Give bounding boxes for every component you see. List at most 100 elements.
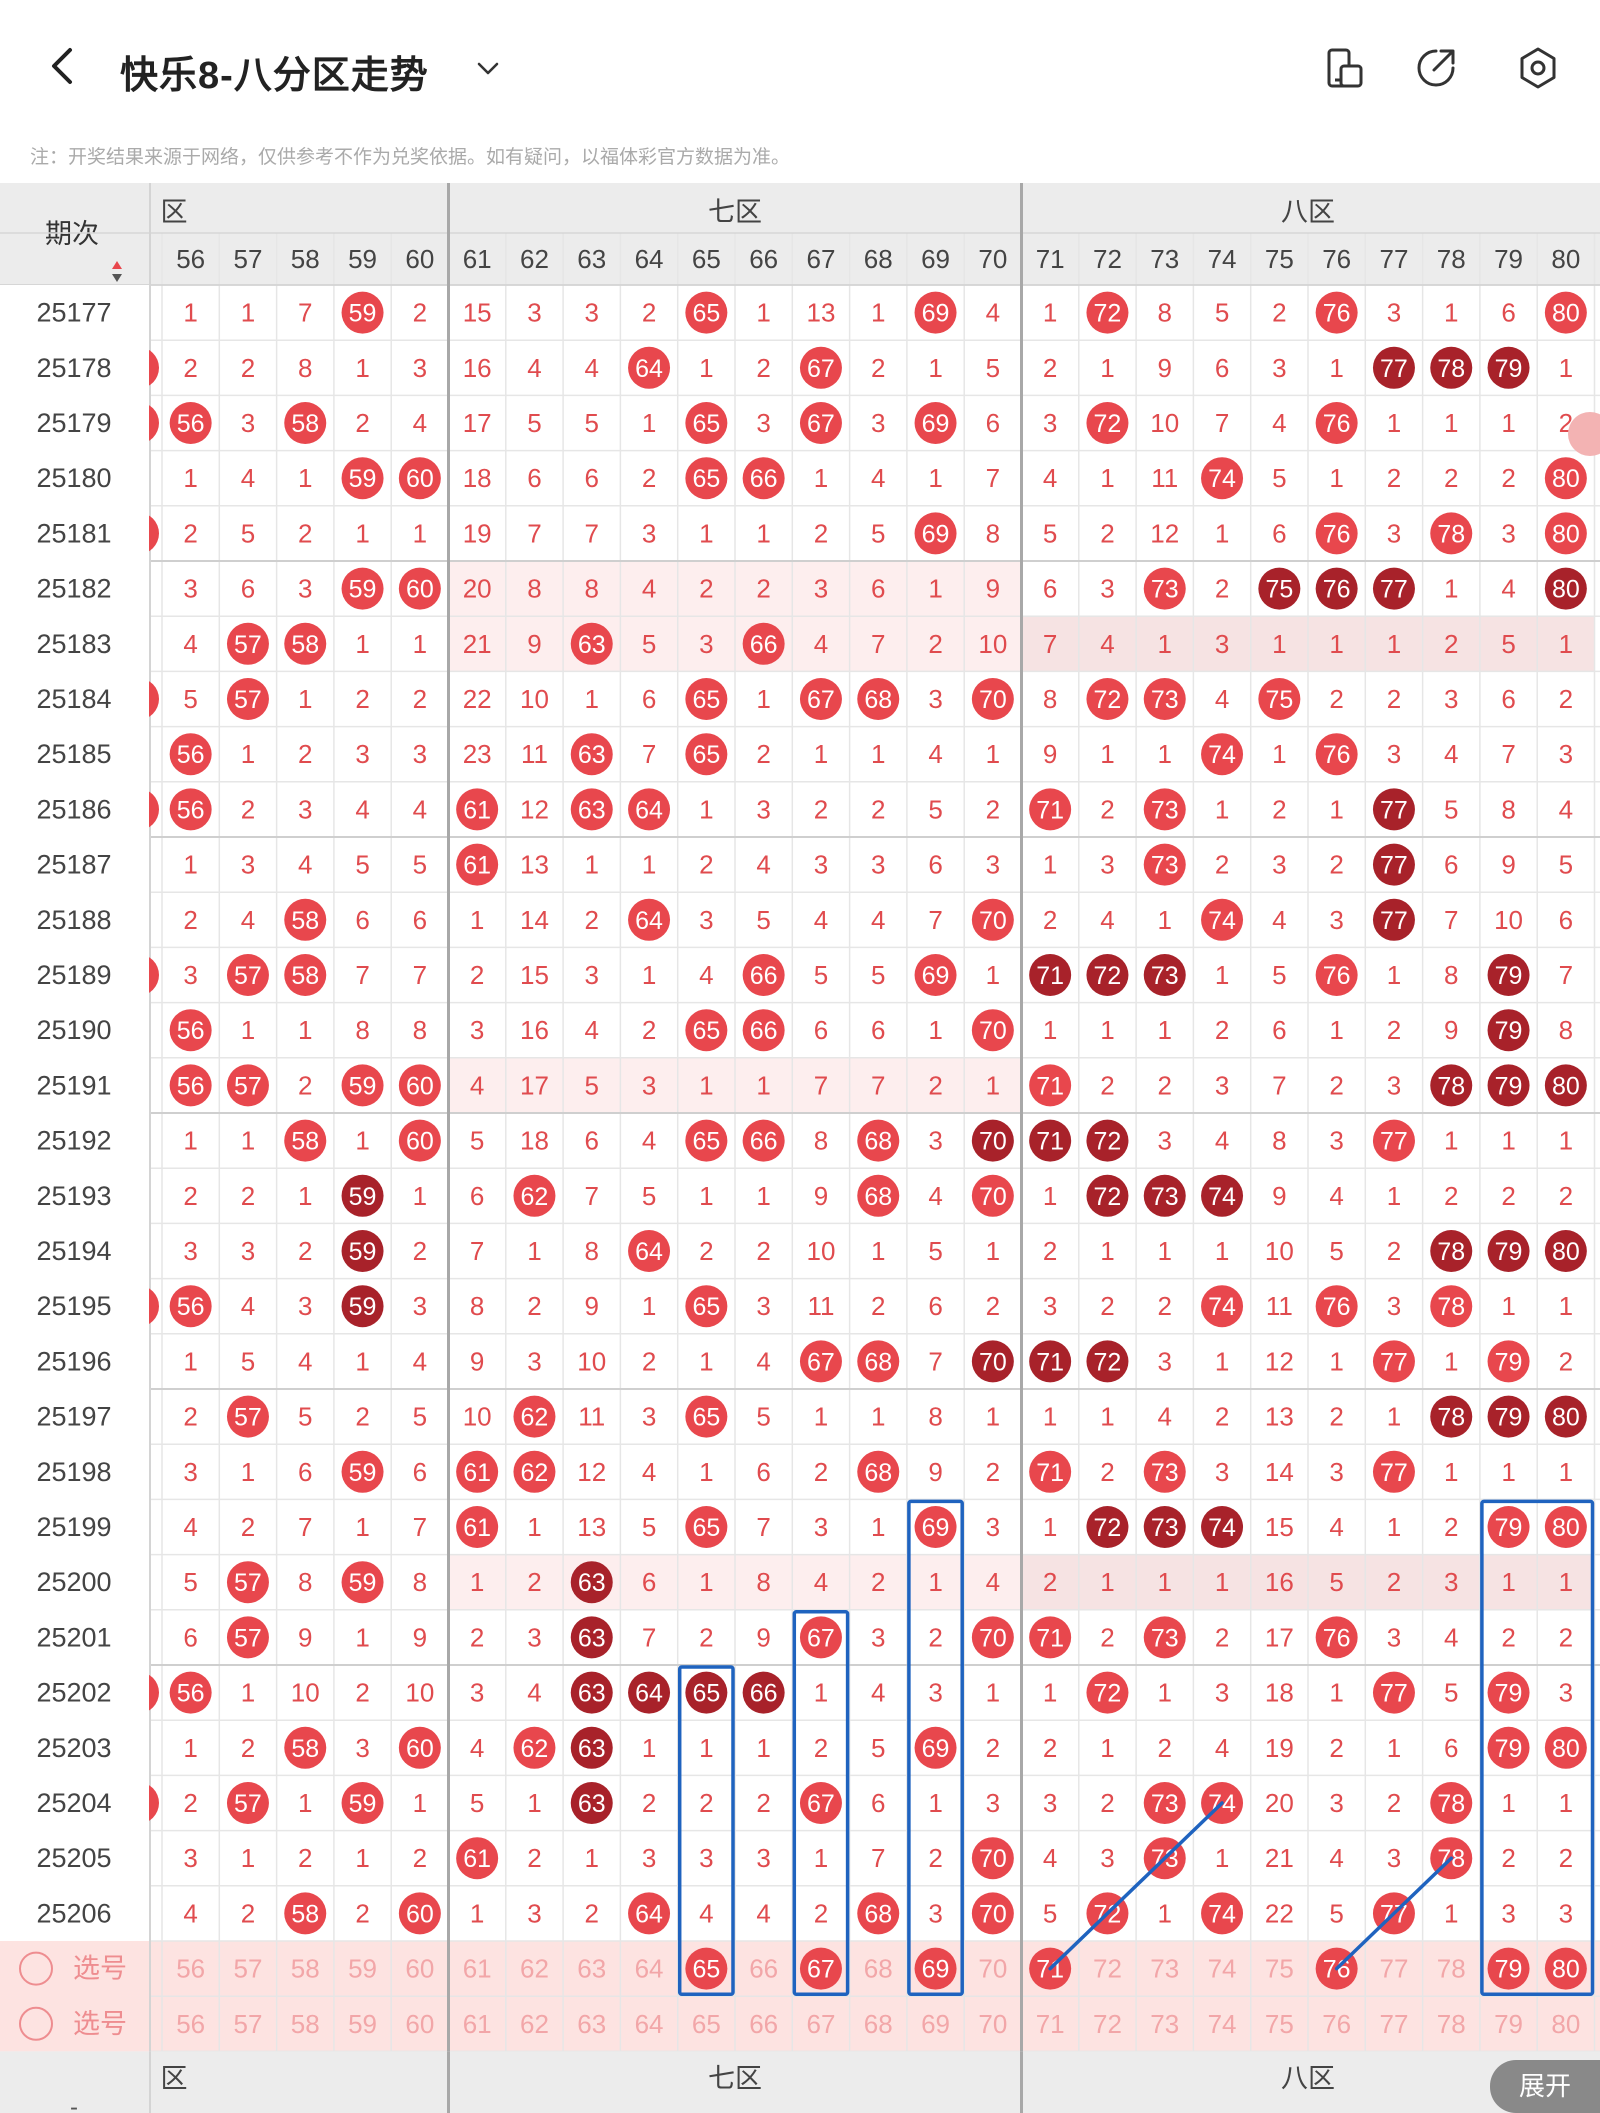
ball-63: [570, 733, 613, 776]
miss-count: 5: [470, 1126, 484, 1156]
select-number-62[interactable]: 62: [520, 1954, 549, 1984]
select-number-64[interactable]: 64: [635, 1954, 664, 1984]
miss-count: 2: [986, 1291, 1000, 1321]
select-number-77[interactable]: 77: [1379, 2009, 1408, 2039]
miss-count: 2: [1387, 1788, 1401, 1818]
miss-count: 9: [986, 574, 1000, 604]
select-number-57[interactable]: 57: [233, 2009, 262, 2039]
selected-ball-65[interactable]: [685, 1947, 728, 1990]
select-number-72[interactable]: 72: [1093, 1954, 1122, 1984]
select-number-66[interactable]: 66: [749, 1954, 778, 1984]
select-number-80[interactable]: 80: [1551, 2009, 1580, 2039]
share-icon[interactable]: [1412, 44, 1460, 92]
miss-count: 5: [298, 1402, 312, 1432]
miss-count: 2: [699, 1236, 713, 1266]
select-number-78[interactable]: 78: [1437, 1954, 1466, 1984]
ball-number: 70: [979, 1845, 1007, 1873]
select-number-63[interactable]: 63: [577, 1954, 606, 1984]
miss-count: 2: [1387, 1015, 1401, 1045]
select-radio[interactable]: [19, 1951, 53, 1986]
selected-ball-number[interactable]: 80: [1552, 1956, 1580, 1984]
selected-ball-80[interactable]: [1544, 1947, 1587, 1990]
ball-79: [1487, 1009, 1530, 1052]
select-number-61[interactable]: 61: [463, 2009, 492, 2039]
select-row-label[interactable]: 选号: [73, 2009, 127, 2039]
select-number-56[interactable]: 56: [176, 2009, 205, 2039]
chevron-down-icon[interactable]: [474, 54, 502, 82]
select-number-70[interactable]: 70: [978, 2009, 1007, 2039]
select-number-60[interactable]: 60: [405, 2009, 434, 2039]
select-number-56[interactable]: 56: [176, 1954, 205, 1984]
column-number-66: 66: [749, 244, 778, 274]
column-number-63: 63: [577, 244, 606, 274]
miss-count: 4: [355, 794, 369, 824]
select-number-74[interactable]: 74: [1208, 2009, 1237, 2039]
select-number-64[interactable]: 64: [635, 2009, 664, 2039]
select-number-76[interactable]: 76: [1322, 2009, 1351, 2039]
selected-ball-number[interactable]: 69: [922, 1956, 950, 1984]
ball-62: [513, 1395, 556, 1438]
select-number-59[interactable]: 59: [348, 1954, 377, 1984]
select-number-68[interactable]: 68: [864, 2009, 893, 2039]
select-number-67[interactable]: 67: [806, 2009, 835, 2039]
rotate-screen-icon[interactable]: [1320, 44, 1368, 92]
miss-count: 3: [642, 1843, 656, 1873]
ball-number: 65: [692, 741, 720, 769]
select-number-60[interactable]: 60: [405, 1954, 434, 1984]
floating-assist-badge[interactable]: [1568, 412, 1600, 456]
ball-number: 69: [922, 1514, 950, 1542]
select-number-79[interactable]: 79: [1494, 2009, 1523, 2039]
ball-number: 73: [1151, 1459, 1179, 1487]
ball-72: [1086, 954, 1129, 996]
miss-count: 2: [1272, 298, 1286, 328]
expand-button[interactable]: 展开: [1490, 2060, 1600, 2113]
select-number-71[interactable]: 71: [1036, 2009, 1065, 2039]
settings-icon[interactable]: [1514, 44, 1562, 92]
select-number-77[interactable]: 77: [1379, 1954, 1408, 1984]
select-number-78[interactable]: 78: [1437, 2009, 1466, 2039]
miss-count: 1: [699, 518, 713, 548]
miss-count: 2: [1559, 1346, 1573, 1376]
select-number-73[interactable]: 73: [1150, 2009, 1179, 2039]
selected-ball-67[interactable]: [799, 1947, 842, 1990]
miss-count: 3: [1158, 1126, 1172, 1156]
miss-count: 2: [355, 1678, 369, 1708]
ball-number: 63: [578, 631, 606, 659]
select-number-63[interactable]: 63: [577, 2009, 606, 2039]
select-number-66[interactable]: 66: [749, 2009, 778, 2039]
select-number-61[interactable]: 61: [463, 1954, 492, 1984]
miss-count: 1: [413, 1181, 427, 1211]
select-number-68[interactable]: 68: [864, 1954, 893, 1984]
select-number-70[interactable]: 70: [978, 1954, 1007, 1984]
ball-number: 76: [1323, 520, 1351, 548]
select-number-58[interactable]: 58: [291, 2009, 320, 2039]
ball-73: [1143, 843, 1186, 886]
select-radio[interactable]: [19, 2006, 53, 2041]
select-number-75[interactable]: 75: [1265, 1954, 1294, 1984]
ball-number: 60: [406, 1072, 434, 1100]
selected-ball-69[interactable]: [914, 1947, 957, 1990]
select-number-62[interactable]: 62: [520, 2009, 549, 2039]
selected-ball-number[interactable]: 65: [692, 1956, 720, 1984]
back-arrow-icon[interactable]: [40, 42, 88, 90]
select-number-57[interactable]: 57: [233, 1954, 262, 1984]
select-number-58[interactable]: 58: [291, 1954, 320, 1984]
ball-74: [1201, 733, 1244, 776]
selected-ball-number[interactable]: 79: [1495, 1956, 1523, 1984]
selected-ball-number[interactable]: 67: [807, 1956, 835, 1984]
select-number-72[interactable]: 72: [1093, 2009, 1122, 2039]
select-number-75[interactable]: 75: [1265, 2009, 1294, 2039]
select-number-74[interactable]: 74: [1208, 1954, 1237, 1984]
sort-icon[interactable]: [112, 261, 122, 282]
miss-count: 9: [585, 1291, 599, 1321]
miss-count: 3: [1215, 1678, 1229, 1708]
ball-number: 67: [807, 410, 835, 438]
select-number-73[interactable]: 73: [1150, 1954, 1179, 1984]
page-title[interactable]: 快乐8-八分区走势: [120, 55, 429, 97]
select-number-59[interactable]: 59: [348, 2009, 377, 2039]
select-number-69[interactable]: 69: [921, 2009, 950, 2039]
select-row-label[interactable]: 选号: [73, 1954, 127, 1984]
select-number-65[interactable]: 65: [692, 2009, 721, 2039]
selected-ball-79[interactable]: [1487, 1947, 1530, 1990]
miss-count: 2: [413, 298, 427, 328]
